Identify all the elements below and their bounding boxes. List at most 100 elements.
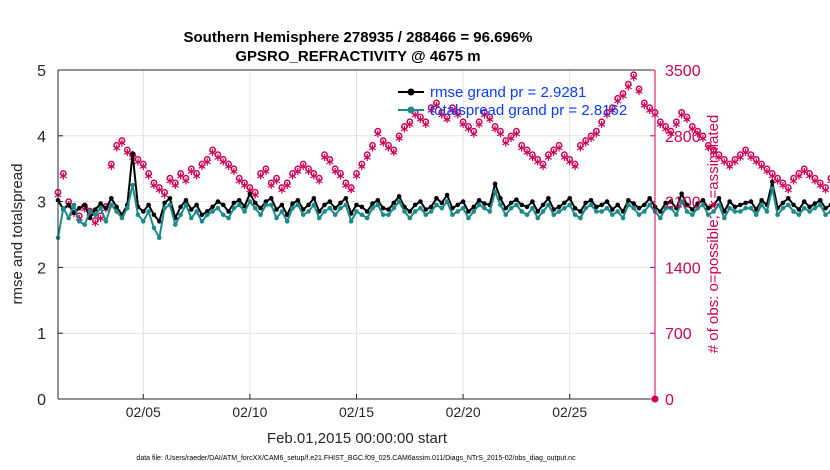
marker-assimilated: *: [331, 165, 339, 183]
series-point: [551, 212, 557, 218]
marker-possible: [758, 160, 765, 168]
marker-assimilated: *: [257, 170, 265, 188]
marker-assimilated: *: [619, 90, 627, 108]
marker-possible: [534, 155, 542, 163]
series-point: [476, 202, 482, 208]
series-point: [178, 204, 183, 210]
series-point: [204, 209, 210, 214]
series-point: [338, 205, 343, 211]
marker-possible: [779, 179, 787, 187]
marker-assimilated: *: [198, 160, 206, 178]
series-point: [791, 202, 796, 208]
series-point: [615, 202, 620, 208]
series-point: [716, 202, 722, 208]
marker-possible: [539, 160, 547, 168]
marker-assimilated: *: [113, 141, 121, 159]
marker-possible: [395, 132, 403, 140]
marker-assimilated: *: [187, 165, 195, 183]
series-point: [215, 205, 221, 211]
series-point: [109, 196, 114, 201]
marker-assimilated: *: [646, 104, 654, 122]
marker-possible: [529, 151, 536, 158]
marker-possible: [155, 184, 163, 191]
series-point: [268, 196, 274, 201]
series-point: [732, 204, 738, 210]
series-point: [807, 209, 812, 214]
marker-possible: [523, 146, 531, 154]
series-point: [354, 209, 359, 214]
marker-assimilated: *: [449, 104, 457, 122]
marker-possible: [752, 155, 760, 163]
marker-possible: [784, 184, 792, 191]
series-point: [668, 205, 674, 211]
marker-assimilated: *: [315, 174, 323, 192]
series-point: [434, 202, 439, 208]
series-point: [466, 215, 471, 221]
legend-entry: totalspread grand pr = 2.8162: [398, 102, 627, 119]
marker-assimilated: *: [433, 99, 441, 117]
series-point: [135, 212, 141, 218]
marker-possible: [502, 137, 510, 144]
series-point: [407, 209, 413, 214]
marker-possible: [609, 104, 616, 111]
marker-assimilated: *: [283, 179, 291, 197]
marker-possible: [273, 174, 280, 182]
marker-assimilated: *: [438, 109, 446, 127]
tick-label-x: 02/20: [446, 404, 481, 420]
series-point: [332, 205, 338, 211]
series-point: [226, 215, 231, 221]
marker-possible: [113, 141, 120, 149]
series-point: [295, 197, 301, 203]
series-point: [721, 215, 727, 221]
series-point: [82, 202, 87, 208]
series-point: [748, 199, 754, 204]
series-point: [444, 192, 450, 198]
tick-label-right: 2100: [665, 195, 701, 212]
series-point: [658, 215, 663, 221]
marker-possible: [587, 132, 595, 140]
series-point: [567, 202, 573, 208]
series-point: [471, 204, 477, 210]
marker-possible: [123, 146, 131, 154]
series-point: [124, 205, 130, 211]
y-axis-left-label: rmse and totalspread: [9, 164, 26, 305]
marker-possible: [715, 151, 723, 158]
marker-possible: [662, 123, 670, 130]
marker-assimilated: *: [742, 146, 750, 164]
marker-possible: [289, 170, 296, 177]
series-point: [306, 202, 311, 208]
marker-assimilated: *: [241, 179, 249, 197]
marker-possible: [704, 141, 712, 149]
series-point: [247, 191, 253, 197]
marker-assimilated: *: [539, 160, 547, 178]
series-point: [508, 200, 514, 206]
series-point: [753, 212, 759, 218]
marker-assimilated: *: [480, 109, 488, 127]
marker-assimilated: *: [816, 179, 824, 197]
series-point: [514, 202, 519, 208]
marker-possible: [726, 160, 733, 168]
series-point: [252, 205, 258, 211]
marker-possible: [161, 188, 168, 196]
marker-assimilated: *: [502, 137, 510, 155]
marker-assimilated: *: [699, 132, 707, 150]
series-point: [162, 205, 167, 211]
series-point: [492, 189, 498, 195]
series-point: [626, 202, 631, 208]
marker-assimilated: *: [358, 160, 366, 178]
marker-possible: [486, 113, 494, 121]
series-point: [642, 209, 647, 214]
marker-assimilated: *: [235, 174, 243, 192]
marker-assimilated: *: [758, 160, 766, 178]
tick-label-x: 02/15: [339, 404, 374, 420]
series-point: [242, 209, 247, 214]
marker-possible: [624, 80, 632, 88]
marker-possible: [811, 174, 819, 182]
series-point: [759, 197, 764, 203]
marker-assimilated: *: [550, 146, 558, 164]
series-point: [87, 209, 93, 214]
marker-possible: [683, 113, 691, 121]
series-point: [300, 212, 306, 218]
marker-assimilated: *: [512, 127, 520, 145]
series-point: [540, 209, 546, 214]
